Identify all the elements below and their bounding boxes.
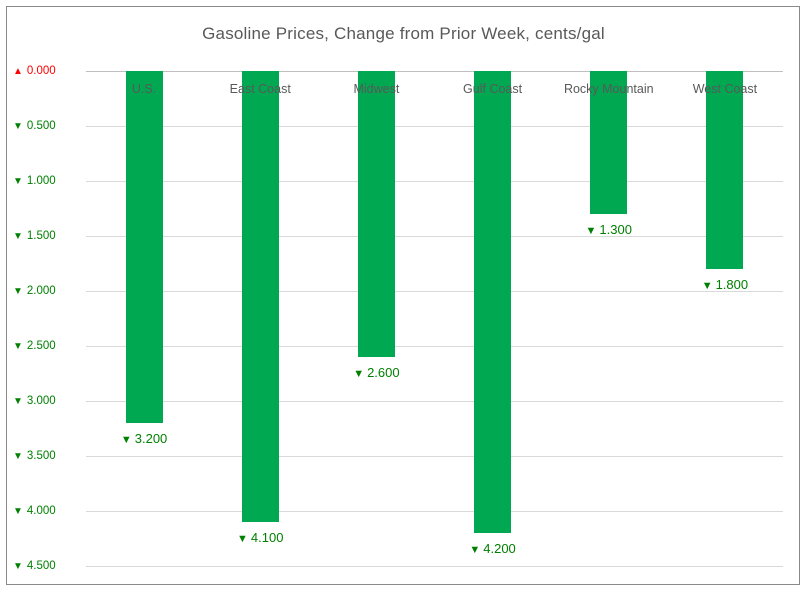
category-label: Gulf Coast <box>463 82 523 96</box>
gridline <box>86 125 783 127</box>
data-label: ▼ 1.300 <box>544 222 674 238</box>
y-axis-tick-label: ▼ 2.500 <box>13 338 56 354</box>
gridline <box>86 70 783 72</box>
down-triangle-icon: ▼ <box>13 506 23 517</box>
bar-gulf-coast <box>474 71 512 533</box>
data-label: ▼ 4.100 <box>195 530 325 546</box>
data-label: ▼ 2.600 <box>311 365 441 381</box>
gridline <box>86 455 783 457</box>
gridline <box>86 400 783 402</box>
data-label: ▼ 1.800 <box>660 277 790 293</box>
up-triangle-icon: ▲ <box>13 66 23 77</box>
y-axis-tick-label: ▼ 4.500 <box>13 558 56 574</box>
tick-value: 2.000 <box>26 285 56 297</box>
tick-value: 4.000 <box>26 505 56 517</box>
down-triangle-icon: ▼ <box>13 176 23 187</box>
down-triangle-icon: ▼ <box>13 286 23 297</box>
gridline <box>86 510 783 512</box>
data-label-value: 4.100 <box>250 530 284 545</box>
tick-value: 4.500 <box>26 560 56 572</box>
y-axis-tick-label: ▼ 1.500 <box>13 228 56 244</box>
down-triangle-icon: ▼ <box>469 544 481 556</box>
down-triangle-icon: ▼ <box>13 396 23 407</box>
down-triangle-icon: ▼ <box>13 231 23 242</box>
bar-west-coast <box>706 71 744 269</box>
y-axis-tick-label: ▼ 2.000 <box>13 283 56 299</box>
data-label-value: 1.300 <box>599 222 632 237</box>
tick-value: 3.500 <box>26 450 56 462</box>
chart-title: Gasoline Prices, Change from Prior Week,… <box>202 24 605 43</box>
gridline <box>86 345 783 347</box>
gridline <box>86 565 783 567</box>
tick-value: 1.500 <box>26 230 56 242</box>
down-triangle-icon: ▼ <box>237 533 248 545</box>
tick-value: 3.000 <box>26 395 56 407</box>
category-label: U.S. <box>131 82 157 96</box>
data-label: ▼ 4.200 <box>428 541 558 557</box>
data-label-value: 1.800 <box>715 277 749 292</box>
tick-value: 2.500 <box>26 340 56 352</box>
down-triangle-icon: ▼ <box>353 368 365 380</box>
down-triangle-icon: ▼ <box>13 121 23 132</box>
y-axis-tick-label: ▲ 0.000 <box>13 63 56 79</box>
down-triangle-icon: ▼ <box>585 225 597 237</box>
down-triangle-icon: ▼ <box>13 341 23 352</box>
gridline <box>86 235 783 237</box>
data-label-value: 3.200 <box>134 431 168 446</box>
down-triangle-icon: ▼ <box>701 280 713 292</box>
down-triangle-icon: ▼ <box>13 451 23 462</box>
gridline <box>86 180 783 182</box>
data-label: ▼ 3.200 <box>79 431 209 447</box>
tick-value: 0.500 <box>26 120 56 132</box>
bar-midwest <box>357 71 395 357</box>
y-axis-tick-label: ▼ 3.000 <box>13 393 56 409</box>
y-axis-tick-label: ▼ 3.500 <box>13 448 56 464</box>
category-label: Rocky Mountain <box>563 82 654 96</box>
data-label-value: 2.600 <box>367 365 400 380</box>
down-triangle-icon: ▼ <box>13 561 23 572</box>
y-axis-tick-label: ▼ 0.500 <box>13 118 56 134</box>
category-label: Midwest <box>353 82 400 96</box>
down-triangle-icon: ▼ <box>120 434 132 446</box>
tick-value: 1.000 <box>26 175 56 187</box>
bar-rocky-mountain <box>590 71 628 214</box>
y-axis-tick-label: ▼ 1.000 <box>13 173 56 189</box>
bar-east-coast <box>241 71 279 522</box>
y-axis-tick-label: ▼ 4.000 <box>13 503 56 519</box>
tick-value: 0.000 <box>26 65 56 77</box>
bar-u-s- <box>125 71 163 423</box>
category-label: East Coast <box>229 82 291 96</box>
category-label: West Coast <box>692 82 758 96</box>
data-label-value: 4.200 <box>483 541 516 556</box>
gridline <box>86 290 783 292</box>
